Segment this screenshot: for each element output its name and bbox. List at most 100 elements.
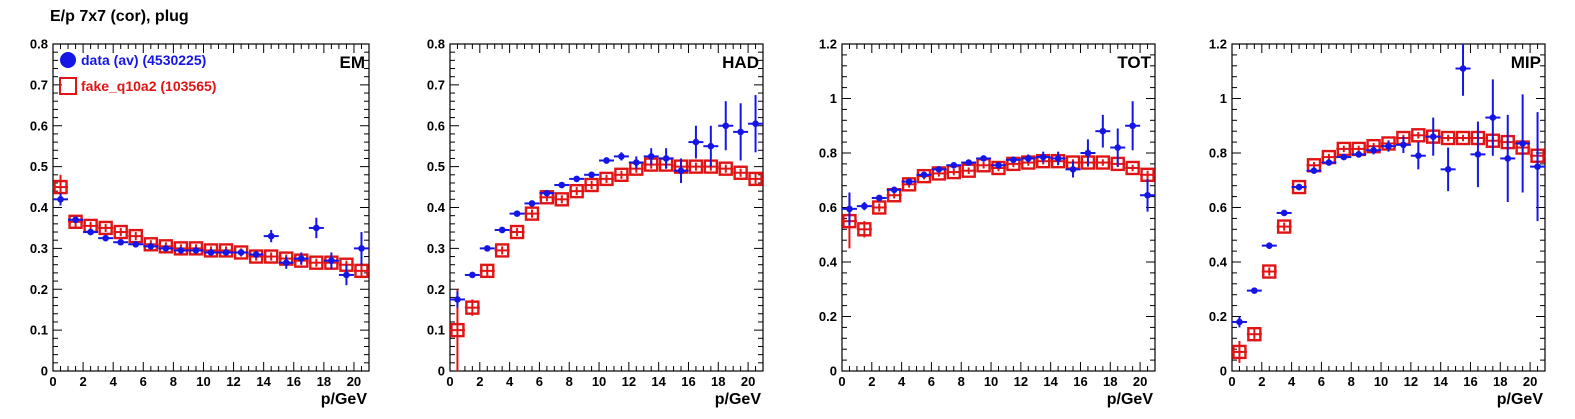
data-point (1025, 155, 1032, 162)
y-tick-label: 0.6 (30, 118, 48, 133)
panel-label: MIP (1511, 53, 1541, 72)
x-tick-label: 10 (196, 374, 210, 389)
y-tick-label: 0.8 (427, 37, 445, 52)
fake-point (748, 171, 763, 187)
y-tick-label: 0.8 (30, 37, 48, 52)
x-tick-label: 10 (984, 374, 998, 389)
y-tick-label: 0.1 (30, 323, 48, 338)
x-tick-label: 2 (79, 374, 86, 389)
x-axis-label: p/GeV (1107, 391, 1154, 408)
y-tick-label: 0.8 (819, 146, 837, 161)
data-point (1099, 127, 1107, 135)
x-tick-label: 20 (1133, 374, 1147, 389)
data-point (267, 232, 275, 240)
y-tick-label: 1 (830, 91, 837, 106)
x-tick-label: 14 (1433, 374, 1448, 389)
x-tick-label: 20 (741, 374, 755, 389)
data-point (1474, 151, 1482, 158)
data-point (603, 157, 610, 164)
y-tick-label: 0.4 (427, 200, 446, 215)
plot-frame (1231, 43, 1546, 372)
fake-point (465, 300, 480, 315)
data-point (558, 181, 566, 189)
fake-point (688, 159, 704, 174)
fake-point (248, 249, 264, 264)
x-tick-label: 18 (711, 374, 725, 389)
x-tick-label: 12 (622, 374, 636, 389)
y-tick-label: 0.6 (819, 200, 837, 215)
x-tick-label: 2 (476, 374, 483, 389)
x-tick-label: 20 (1523, 374, 1537, 389)
data-point (162, 245, 170, 252)
x-tick-label: 0 (1228, 374, 1235, 389)
data-point (722, 122, 730, 130)
data-point (1429, 133, 1437, 140)
data-point (1144, 191, 1151, 199)
data-point (147, 243, 155, 250)
y-tick-label: 0 (41, 364, 48, 379)
y-tick-label: 0.2 (427, 282, 445, 297)
y-tick-label: 0.2 (1209, 309, 1227, 324)
fake-point (614, 167, 629, 183)
data-point (692, 138, 700, 146)
fake-point (98, 220, 113, 236)
data-point (72, 216, 79, 224)
data-point (1504, 155, 1512, 162)
y-tick-label: 0.4 (819, 255, 838, 270)
y-tick-label: 0.7 (30, 77, 48, 92)
data-point (1340, 153, 1348, 161)
data-point (1236, 318, 1243, 326)
x-tick-label: 16 (681, 374, 695, 389)
x-tick-label: 6 (928, 374, 935, 389)
fake-point (733, 165, 748, 180)
data-point (677, 167, 685, 175)
data-point (282, 259, 290, 266)
x-axis-label: p/GeV (321, 391, 368, 408)
fake-point (599, 171, 614, 187)
fake-point (857, 222, 872, 237)
fake-point (1411, 128, 1426, 143)
x-tick-label: 0 (838, 374, 845, 389)
y-tick-label: 1.2 (819, 37, 837, 52)
data-point (177, 247, 185, 254)
data-point (1310, 167, 1318, 175)
fake-point (173, 241, 189, 256)
y-tick-label: 0.1 (427, 323, 445, 338)
fake-point (480, 263, 495, 279)
data-point (890, 186, 898, 194)
data-point (1400, 141, 1407, 149)
fake-point (143, 237, 159, 252)
data-point (920, 171, 928, 179)
fake-point (1125, 160, 1140, 176)
data-point (752, 120, 759, 128)
x-tick-label: 14 (1043, 374, 1058, 389)
data-point (618, 153, 625, 160)
x-tick-label: 12 (226, 374, 240, 389)
fake-point (309, 255, 324, 270)
legend-label-fake: fake_q10a2 (103565) (81, 78, 216, 94)
data-point (469, 271, 476, 279)
data-point (707, 142, 715, 150)
fake-point (718, 161, 733, 176)
data-point (1114, 144, 1122, 151)
y-tick-label: 1.2 (1209, 37, 1227, 52)
legend-label-data: data (av) (4530225) (81, 52, 206, 68)
x-tick-label: 4 (110, 374, 118, 389)
y-tick-label: 0.5 (427, 159, 445, 174)
data-point (57, 196, 64, 203)
fake-point (53, 179, 68, 195)
fake-point (1262, 264, 1277, 279)
x-tick-label: 4 (506, 374, 514, 389)
data-point (1280, 209, 1288, 217)
data-point (1084, 149, 1092, 157)
data-point (1325, 159, 1333, 166)
x-tick-label: 16 (287, 374, 301, 389)
x-tick-label: 14 (256, 374, 271, 389)
data-point (846, 205, 853, 213)
fake-point (113, 224, 128, 240)
data-point (1415, 152, 1422, 160)
data-point (935, 166, 943, 173)
x-tick-label: 0 (49, 374, 56, 389)
y-tick-label: 0 (830, 364, 837, 379)
fake-point (1095, 155, 1111, 170)
